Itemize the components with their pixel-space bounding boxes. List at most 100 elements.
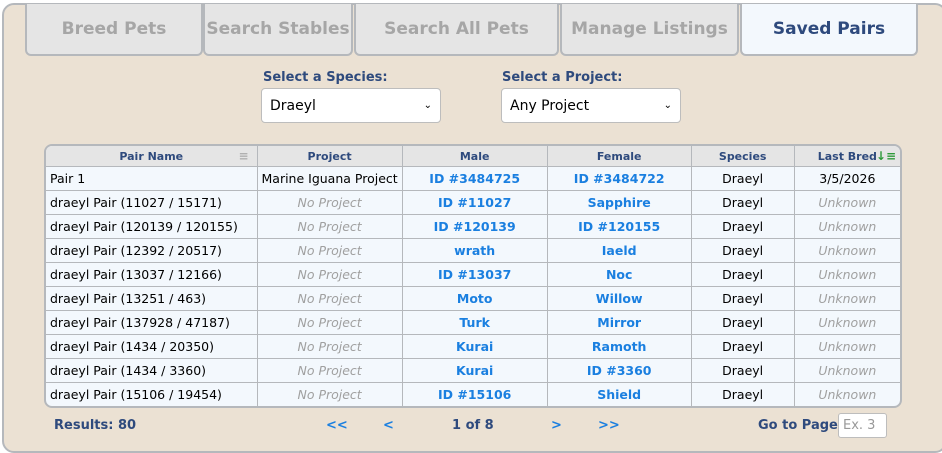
cell-pair-name: draeyl Pair (13251 / 463): [46, 286, 258, 311]
cell-species: Draeyl: [691, 334, 795, 359]
female-link[interactable]: ID #3484722: [573, 171, 665, 186]
cell-project: No Project: [257, 358, 403, 383]
cell-female: Noc: [547, 262, 692, 287]
cell-pair-name: draeyl Pair (1434 / 3360): [46, 358, 258, 383]
cell-male: Turk: [402, 310, 548, 335]
cell-species: Draeyl: [691, 286, 795, 311]
cell-female: ID #3360: [547, 358, 692, 383]
cell-project: No Project: [257, 310, 403, 335]
goto-page-input[interactable]: [838, 413, 887, 438]
female-link[interactable]: Sapphire: [587, 195, 651, 210]
female-link[interactable]: Ramoth: [591, 339, 647, 354]
column-header-label: Project: [307, 149, 352, 163]
cell-pair-name: draeyl Pair (15106 / 19454): [46, 382, 258, 406]
cell-pair-name: draeyl Pair (1434 / 20350): [46, 334, 258, 359]
male-link[interactable]: wrath: [454, 243, 496, 258]
cell-male: Kurai: [402, 358, 548, 383]
tab-breed-pets[interactable]: Breed Pets: [25, 4, 203, 56]
cell-project: No Project: [257, 214, 403, 239]
project-value: Any Project: [510, 97, 590, 114]
sort-descending-icon[interactable]: ↓≡: [875, 149, 896, 163]
results-count: Results: 80: [54, 418, 137, 433]
cell-pair-name: Pair 1: [46, 166, 258, 191]
cell-female: Mirror: [547, 310, 692, 335]
species-label: Select a Species:: [263, 70, 388, 85]
column-header-label: Species: [718, 149, 767, 163]
tab-search-all-pets[interactable]: Search All Pets: [354, 4, 559, 56]
cell-pair-name: draeyl Pair (13037 / 12166): [46, 262, 258, 287]
female-link[interactable]: Willow: [595, 291, 643, 306]
cell-male: ID #3484725: [402, 166, 548, 191]
female-link[interactable]: Noc: [605, 267, 633, 282]
column-header[interactable]: Male: [402, 146, 548, 167]
male-link[interactable]: ID #15106: [438, 387, 512, 402]
first-page-button[interactable]: <<: [326, 418, 348, 433]
cell-male: ID #120139: [402, 214, 548, 239]
species-value: Draeyl: [270, 97, 316, 114]
sort-icon[interactable]: ≡: [238, 149, 249, 163]
male-link[interactable]: Kurai: [456, 363, 494, 378]
male-link[interactable]: ID #120139: [433, 219, 516, 234]
female-link[interactable]: Iaeld: [601, 243, 637, 258]
male-link[interactable]: Kurai: [456, 339, 494, 354]
cell-last-bred: 3/5/2026: [794, 166, 900, 191]
column-header-label: Last Bred: [817, 149, 877, 163]
cell-last-bred: Unknown: [794, 358, 900, 383]
male-link[interactable]: ID #11027: [438, 195, 512, 210]
project-select[interactable]: Any Project ⌄: [501, 88, 681, 123]
cell-male: ID #13037: [402, 262, 548, 287]
column-header-label: Female: [596, 149, 642, 163]
female-link[interactable]: ID #120155: [578, 219, 661, 234]
column-header[interactable]: Female: [547, 146, 692, 167]
chevron-down-icon: ⌄: [423, 100, 432, 111]
cell-project: Marine Iguana Project: [257, 166, 403, 191]
cell-male: Moto: [402, 286, 548, 311]
cell-species: Draeyl: [691, 310, 795, 335]
male-link[interactable]: ID #3484725: [429, 171, 521, 186]
cell-female: Shield: [547, 382, 692, 406]
cell-project: No Project: [257, 286, 403, 311]
male-link[interactable]: ID #13037: [438, 267, 512, 282]
prev-page-button[interactable]: <: [383, 418, 394, 433]
cell-pair-name: draeyl Pair (120139 / 120155): [46, 214, 258, 239]
female-link[interactable]: ID #3360: [586, 363, 652, 378]
cell-last-bred: Unknown: [794, 262, 900, 287]
cell-project: No Project: [257, 334, 403, 359]
table-row: draeyl Pair (137928 / 47187) No Project Tu…: [46, 310, 900, 335]
table-row: draeyl Pair (13251 / 463) No Project Moto W…: [46, 286, 900, 311]
table-row: draeyl Pair (1434 / 3360) No Project Kurai…: [46, 358, 900, 383]
tab-search-stables[interactable]: Search Stables: [203, 4, 353, 56]
next-page-button[interactable]: >: [551, 418, 562, 433]
cell-species: Draeyl: [691, 358, 795, 383]
last-page-button[interactable]: >>: [598, 418, 620, 433]
tab-manage-listings[interactable]: Manage Listings: [560, 4, 739, 56]
species-select[interactable]: Draeyl ⌄: [261, 88, 441, 123]
chevron-down-icon: ⌄: [663, 100, 672, 111]
column-header[interactable]: Project: [257, 146, 403, 167]
cell-female: Willow: [547, 286, 692, 311]
cell-male: wrath: [402, 238, 548, 263]
male-link[interactable]: Moto: [456, 291, 493, 306]
cell-project: No Project: [257, 262, 403, 287]
cell-last-bred: Unknown: [818, 387, 877, 402]
column-header[interactable]: Pair Name ≡: [46, 146, 258, 167]
cell-female: Ramoth: [547, 334, 692, 359]
cell-female: Iaeld: [547, 238, 692, 263]
cell-species: Draeyl: [691, 262, 795, 287]
male-link[interactable]: Turk: [459, 315, 490, 330]
page-indicator: 1 of 8: [452, 418, 494, 433]
tab-saved-pairs[interactable]: Saved Pairs: [740, 4, 918, 56]
cell-last-bred: Unknown: [794, 238, 900, 263]
cell-species: Draeyl: [691, 238, 795, 263]
cell-last-bred: Unknown: [794, 190, 900, 215]
column-header[interactable]: Species: [691, 146, 795, 167]
table-row: draeyl Pair (13037 / 12166) No Project ID …: [46, 262, 900, 287]
cell-species: Draeyl: [691, 190, 795, 215]
female-link[interactable]: Mirror: [597, 315, 642, 330]
cell-project: No Project: [257, 382, 403, 406]
female-link[interactable]: Shield: [597, 387, 642, 402]
cell-pair-name: draeyl Pair (11027 / 15171): [46, 190, 258, 215]
column-header[interactable]: Last Bred ↓≡: [794, 146, 900, 167]
cell-species: Draeyl: [691, 214, 795, 239]
cell-pair-name: draeyl Pair (137928 / 47187): [46, 310, 258, 335]
